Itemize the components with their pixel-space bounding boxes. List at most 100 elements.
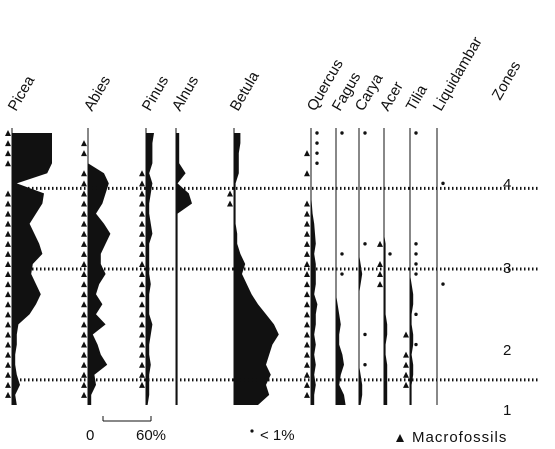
taxon-column-abies: Abies	[81, 73, 114, 405]
macrofossil-marker-quercus	[304, 200, 310, 207]
taxon-label-liquidambar: Liquidambar	[430, 34, 486, 114]
trace-dot-tilia	[414, 342, 418, 347]
macrofossil-marker-quercus	[304, 291, 310, 298]
macrofossil-marker-pinus	[139, 291, 145, 298]
scale-bar-min-label: 0	[86, 427, 94, 444]
macrofossil-marker-betula	[227, 190, 233, 197]
macrofossil-marker-quercus	[304, 301, 310, 308]
macrofossil-marker-pinus	[139, 331, 145, 338]
macrofossil-marker-picea	[5, 140, 11, 147]
macrofossil-marker-abies	[81, 150, 87, 157]
curve-pinus	[146, 133, 154, 405]
trace-dot-fagus	[340, 131, 344, 135]
trace-dot-symbol	[250, 429, 254, 433]
trace-dot-quercus	[315, 161, 319, 165]
zones-header: Zones	[489, 58, 525, 103]
macrofossil-marker-quercus	[304, 281, 310, 288]
trace-dot-liquidambar	[441, 282, 445, 286]
macrofossil-marker-tilia	[403, 331, 409, 338]
macrofossil-marker-quercus	[304, 371, 310, 378]
macrofossil-marker-picea	[5, 361, 11, 368]
macrofossil-marker-pinus	[139, 200, 145, 207]
trace-dot-tilia	[414, 131, 418, 135]
trace-dot-carya	[363, 131, 367, 135]
macrofossil-marker-quercus	[304, 170, 310, 177]
macrofossil-marker-pinus	[139, 220, 145, 227]
macrofossil-marker-quercus	[304, 240, 310, 247]
zone-label-2: 2	[503, 342, 511, 359]
macrofossil-marker-pinus	[139, 311, 145, 318]
macrofossil-marker-quercus	[304, 351, 310, 358]
macrofossil-marker-pinus	[139, 321, 145, 328]
macrofossil-marker-tilia	[403, 361, 409, 368]
macrofossil-marker-quercus	[304, 150, 310, 157]
trace-dot-carya	[363, 332, 367, 337]
trace-dot-tilia	[414, 312, 418, 317]
trace-dot-quercus	[315, 151, 319, 155]
taxon-column-pinus: Pinus	[139, 73, 172, 405]
trace-dot-carya	[363, 242, 367, 246]
macrofossil-legend-text: Macrofossils	[412, 429, 507, 446]
curve-tilia	[410, 133, 414, 405]
macrofossil-marker-quercus	[304, 381, 310, 388]
taxon-label-abies: Abies	[81, 73, 114, 114]
macrofossil-marker-pinus	[139, 250, 145, 257]
trace-legend-text: < 1%	[260, 427, 295, 444]
taxon-column-acer: Acer	[377, 79, 407, 405]
trace-dot-tilia	[414, 252, 418, 256]
macrofossil-marker-abies	[81, 341, 87, 348]
curve-alnus	[176, 133, 192, 405]
macrofossil-marker-pinus	[139, 301, 145, 308]
curve-fagus	[336, 133, 346, 405]
macrofossil-marker-abies	[81, 361, 87, 368]
macrofossil-marker-picea	[5, 160, 11, 167]
macrofossil-marker-abies	[81, 230, 87, 237]
macrofossil-marker-pinus	[139, 210, 145, 217]
macrofossil-marker-quercus	[304, 331, 310, 338]
macrofossil-marker-abies	[81, 180, 87, 187]
macrofossil-marker-acer	[377, 271, 383, 278]
macrofossil-marker-pinus	[139, 170, 145, 177]
macrofossil-marker-pinus	[139, 361, 145, 368]
macrofossil-marker-picea	[5, 200, 11, 207]
macrofossil-marker-abies	[81, 311, 87, 318]
macrofossil-marker-abies	[81, 240, 87, 247]
macrofossil-marker-acer	[377, 240, 383, 247]
macrofossil-marker-abies	[81, 190, 87, 197]
macrofossil-marker-quercus	[304, 361, 310, 368]
trace-dot-tilia	[414, 272, 418, 276]
taxon-column-carya: Carya	[352, 70, 387, 405]
taxon-label-picea: Picea	[5, 72, 39, 114]
macrofossil-marker-picea	[5, 210, 11, 217]
curve-betula	[234, 133, 279, 405]
macrofossil-marker-picea	[5, 220, 11, 227]
trace-dot-fagus	[340, 272, 344, 276]
macrofossil-marker-quercus	[304, 321, 310, 328]
macrofossil-marker-quercus	[304, 391, 310, 398]
taxon-label-alnus: Alnus	[169, 73, 202, 114]
macrofossil-marker-picea	[5, 271, 11, 278]
macrofossil-marker-picea	[5, 391, 11, 398]
macrofossil-marker-quercus	[304, 230, 310, 237]
macrofossil-marker-abies	[81, 281, 87, 288]
macrofossil-marker-picea	[5, 291, 11, 298]
macrofossil-marker-quercus	[304, 210, 310, 217]
curve-acer	[384, 133, 388, 405]
macrofossil-marker-abies	[81, 271, 87, 278]
macrofossil-marker-tilia	[403, 351, 409, 358]
macrofossil-marker-acer	[377, 281, 383, 288]
macrofossil-marker-abies	[81, 250, 87, 257]
macrofossil-marker-picea	[5, 381, 11, 388]
macrofossil-marker-quercus	[304, 341, 310, 348]
trace-dot-fagus	[340, 252, 344, 256]
macrofossil-marker-picea	[5, 301, 11, 308]
taxon-label-betula: Betula	[227, 68, 263, 114]
macrofossil-marker-pinus	[139, 281, 145, 288]
trace-dot-quercus	[315, 141, 319, 145]
zone-label-1: 1	[503, 402, 511, 419]
macrofossil-marker-picea	[5, 281, 11, 288]
zone-label-4: 4	[503, 176, 511, 193]
macrofossil-marker-abies	[81, 301, 87, 308]
